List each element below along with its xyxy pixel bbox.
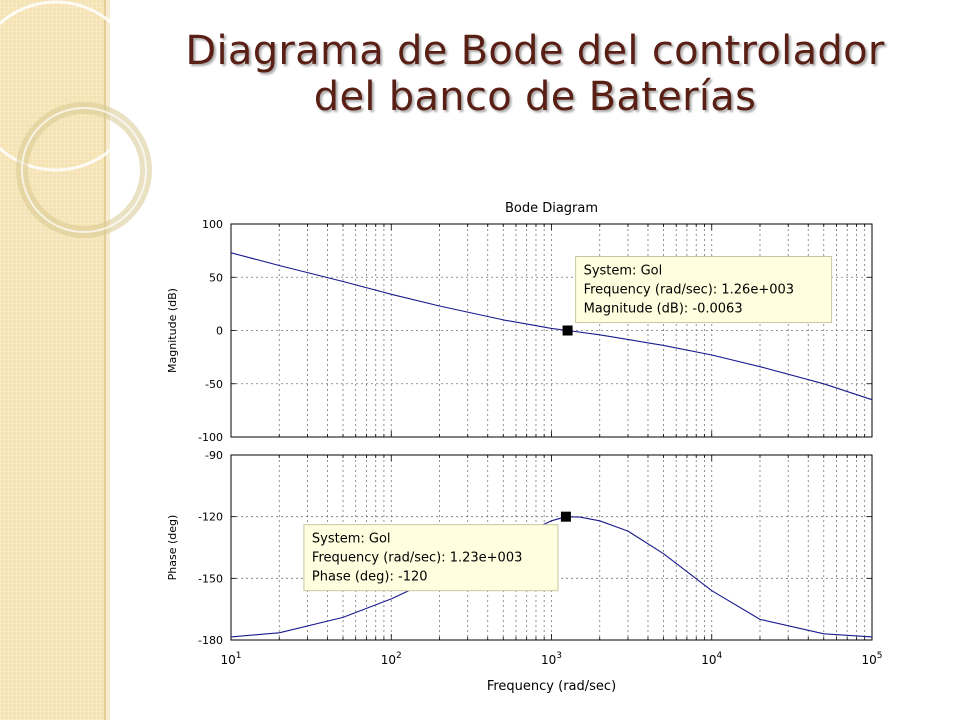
phase-y-tick-label: -180 (198, 634, 223, 647)
x-tick-label: 102 (381, 651, 402, 667)
x-tick-label: 103 (541, 651, 562, 667)
phase-ylabel: Phase (deg) (166, 515, 179, 581)
magnitude-datatip-box (575, 256, 833, 324)
phase-datatip-line: Phase (deg): -120 (312, 570, 428, 585)
phase-y-tick-label: -90 (205, 449, 223, 462)
x-axis-label: Frequency (rad/sec) (487, 679, 616, 694)
magnitude-datatip-marker (562, 325, 573, 336)
phase-datatip-marker (560, 511, 571, 522)
magnitude-y-tick-label: -50 (205, 378, 223, 391)
deco-ring-large (0, 0, 142, 172)
phase-datatip-box (303, 524, 559, 592)
magnitude-datatip-line: Frequency (rad/sec): 1.26e+003 (584, 283, 794, 298)
magnitude-y-tick-label: 0 (216, 325, 223, 338)
magnitude-series-line (230, 252, 873, 401)
phase-y-tick-label: -150 (198, 572, 223, 585)
slide-title-line-1: Diagrama de Bode del controlador (185, 28, 885, 74)
phase-y-tick-label: -120 (198, 511, 223, 524)
slide-title-line-2: del banco de Baterías (313, 74, 757, 120)
magnitude-datatip-line: Magnitude (dB): -0.0063 (584, 302, 743, 317)
phase-axes-frame (230, 454, 873, 641)
magnitude-y-tick-label: 50 (209, 271, 223, 284)
magnitude-y-tick-label: -100 (198, 431, 223, 444)
x-tick-label: 105 (861, 651, 882, 667)
magnitude-datatip-line: System: Gol (584, 264, 663, 279)
chart-title: Bode Diagram (505, 201, 598, 216)
deco-ring-small-inner (21, 107, 147, 233)
x-tick-label: 101 (220, 651, 241, 667)
magnitude-y-tick-label: 100 (202, 218, 223, 231)
magnitude-ylabel: Magnitude (dB) (166, 288, 179, 373)
phase-datatip-line: System: Gol (312, 532, 391, 547)
magnitude-axes-frame (230, 223, 873, 438)
x-tick-label: 104 (701, 651, 722, 667)
phase-datatip-line: Frequency (rad/sec): 1.23e+003 (312, 551, 522, 566)
decorative-rings (0, 0, 152, 238)
phase-series-line (230, 516, 873, 638)
slide-title: Diagrama de Bode del controlador del ban… (140, 28, 930, 120)
